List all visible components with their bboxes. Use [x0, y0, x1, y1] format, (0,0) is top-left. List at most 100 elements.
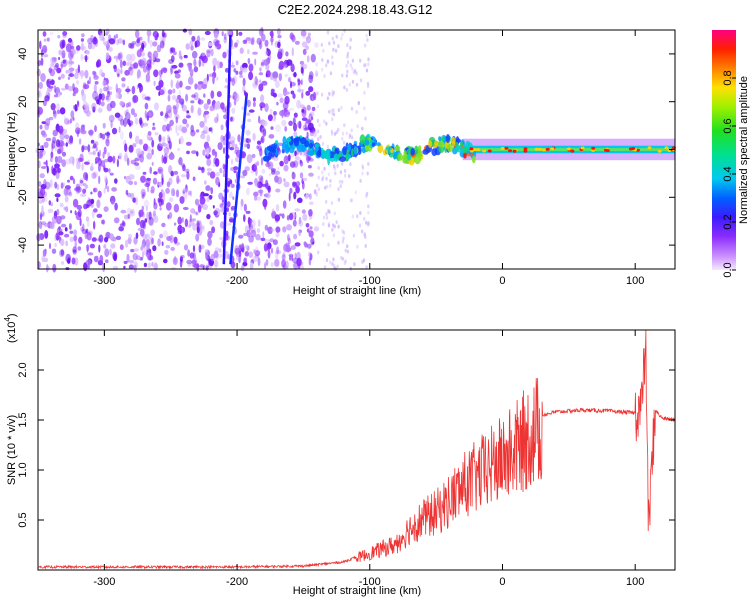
- noise-cell: [86, 50, 90, 55]
- noise-cell: [153, 69, 159, 78]
- noise-cell: [157, 238, 161, 247]
- noise-cell: [251, 164, 257, 172]
- noise-cell: [291, 255, 294, 262]
- noise-cell: [77, 104, 80, 110]
- noise-cell: [332, 233, 336, 238]
- noise-cell: [308, 230, 314, 238]
- noise-cell: [204, 180, 207, 185]
- noise-cell: [257, 219, 261, 228]
- noise-cell: [290, 63, 295, 73]
- noise-cell: [116, 39, 119, 46]
- x-tick-label: -200: [226, 275, 248, 287]
- noise-cell: [51, 143, 54, 152]
- noise-cell: [100, 93, 105, 101]
- noise-cell: [278, 60, 285, 70]
- noise-cell: [287, 234, 290, 242]
- band-peak: [657, 149, 662, 153]
- noise-cell: [359, 178, 362, 183]
- noise-cell: [97, 190, 102, 198]
- snr-multiplier-prefix: (x10: [6, 322, 18, 343]
- noise-cell: [358, 223, 362, 228]
- noise-cell: [357, 100, 361, 105]
- x-tick-label: -100: [359, 275, 381, 287]
- noise-cell: [179, 80, 183, 88]
- noise-cell: [77, 246, 82, 251]
- noise-cell: [176, 132, 180, 136]
- noise-cell: [159, 40, 165, 49]
- noise-cell: [261, 80, 268, 86]
- noise-cell: [211, 226, 216, 234]
- noise-cell: [165, 202, 172, 211]
- colorbar-label: Normalized spectral amplitude: [738, 76, 750, 224]
- noise-cell: [232, 196, 235, 201]
- noise-cell: [168, 177, 173, 186]
- noise-cell: [139, 59, 145, 69]
- noise-cell: [40, 149, 46, 156]
- noise-cell: [145, 73, 151, 82]
- noise-cell: [361, 165, 365, 170]
- noise-cell: [44, 230, 49, 239]
- noise-cell: [363, 63, 366, 68]
- noise-cell: [367, 162, 370, 166]
- noise-cell: [254, 75, 258, 85]
- noise-cell: [61, 159, 67, 168]
- noise-cell: [253, 191, 259, 197]
- noise-cell: [105, 52, 110, 60]
- noise-cell: [348, 82, 352, 87]
- noise-cell: [248, 71, 254, 81]
- noise-cell: [333, 263, 336, 268]
- band-peak: [508, 149, 512, 153]
- noise-cell: [45, 137, 52, 142]
- noise-cell: [177, 216, 182, 225]
- noise-cell: [105, 259, 109, 264]
- noise-cell: [248, 235, 254, 243]
- noise-cell: [248, 63, 254, 72]
- noise-cell: [52, 167, 56, 176]
- noise-cell: [65, 142, 69, 147]
- noise-cell: [68, 140, 73, 145]
- noise-cell: [170, 246, 175, 251]
- noise-cell: [74, 72, 79, 80]
- noise-cell: [58, 226, 61, 230]
- noise-cell: [341, 239, 345, 244]
- noise-cell: [48, 116, 54, 121]
- noise-cell: [99, 109, 102, 113]
- noise-cell: [158, 134, 162, 142]
- noise-cell: [242, 261, 248, 267]
- noise-cell: [104, 132, 111, 136]
- noise-cell: [133, 62, 139, 69]
- noise-cell: [56, 67, 62, 74]
- noise-cell: [329, 260, 332, 265]
- noise-cell: [132, 143, 137, 148]
- noise-cell: [208, 42, 213, 47]
- noise-cell: [107, 86, 113, 90]
- noise-cell: [147, 131, 152, 136]
- noise-cell: [329, 71, 333, 76]
- noise-cell: [173, 203, 180, 213]
- noise-cell: [350, 198, 354, 203]
- noise-cell: [321, 141, 325, 146]
- noise-cell: [267, 161, 274, 170]
- noise-cell: [78, 157, 84, 162]
- noise-cell: [366, 38, 369, 42]
- snr-x-ticks: -300 -200 -100 0 100: [93, 330, 644, 588]
- noise-cell: [226, 49, 229, 54]
- x-tick-label: 0: [499, 576, 505, 588]
- noise-cell: [316, 104, 320, 109]
- noise-cell: [331, 262, 334, 266]
- noise-cell: [333, 211, 336, 216]
- noise-cell: [337, 240, 340, 245]
- noise-cell: [72, 87, 79, 94]
- noise-cell: [75, 127, 81, 135]
- noise-cell: [281, 119, 287, 127]
- noise-cell: [337, 187, 340, 192]
- noise-cell: [206, 158, 212, 167]
- figure-title: C2E2.2024.298.18.43.G12: [278, 2, 433, 17]
- noise-cell: [365, 68, 369, 73]
- noise-cell: [247, 57, 251, 65]
- noise-cell: [213, 157, 218, 165]
- noise-cell: [117, 38, 123, 44]
- noise-cell: [80, 71, 84, 80]
- noise-cell: [277, 166, 280, 171]
- noise-cell: [272, 239, 278, 246]
